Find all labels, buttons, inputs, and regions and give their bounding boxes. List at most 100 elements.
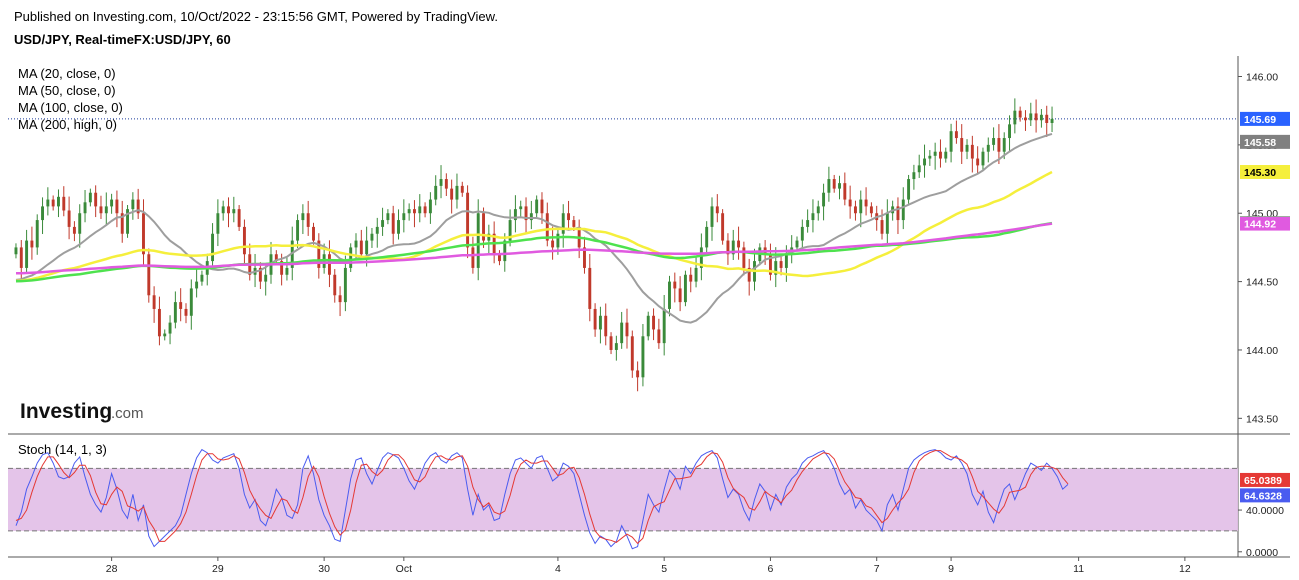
candle-body xyxy=(216,213,220,234)
candle-body xyxy=(976,158,980,166)
candle-body xyxy=(381,220,385,227)
candle-body xyxy=(168,322,172,334)
ma20-tag-bg xyxy=(1240,134,1290,149)
candle-body xyxy=(928,155,932,159)
candle-body xyxy=(184,308,188,316)
candle-body xyxy=(838,183,841,189)
last-price-tag-bg xyxy=(1240,111,1290,126)
candle-body xyxy=(1034,113,1038,121)
candle-body xyxy=(365,240,369,255)
candle-body xyxy=(859,199,863,214)
time-tick-label: Oct xyxy=(396,563,412,575)
candle-body xyxy=(51,199,55,207)
candle-body xyxy=(136,199,140,214)
candle-body xyxy=(333,274,337,296)
candle-body xyxy=(513,209,517,221)
time-tick-label: 30 xyxy=(318,563,330,575)
candle-body xyxy=(843,183,847,200)
candle-body xyxy=(418,206,422,214)
candle-body xyxy=(705,226,709,248)
candle-body xyxy=(503,240,507,262)
stoch-legend: Stoch (14, 1, 3) xyxy=(18,442,107,457)
time-tick-label: 11 xyxy=(1073,563,1084,575)
stoch-k-line xyxy=(15,448,1069,550)
candle-body xyxy=(864,199,868,207)
time-tick-label: 9 xyxy=(948,563,954,575)
candle-body xyxy=(933,151,937,156)
candle-body xyxy=(737,240,741,248)
candle-body xyxy=(508,220,512,241)
candle-body xyxy=(662,308,666,344)
candle-body xyxy=(211,233,215,262)
candle-body xyxy=(689,274,693,282)
candle-body xyxy=(195,281,199,289)
candle-body xyxy=(1018,110,1022,118)
candle-body xyxy=(721,213,725,241)
candle-body xyxy=(242,226,246,255)
candle-body xyxy=(104,206,108,214)
candle-body xyxy=(397,220,400,234)
candle-body xyxy=(35,220,39,248)
candle-body xyxy=(386,213,390,221)
candle-body xyxy=(795,240,799,248)
candle-body xyxy=(604,315,608,337)
legend-ma20: MA (20, close, 0) xyxy=(18,66,116,81)
ma20-tag: 145.58 xyxy=(1244,137,1276,149)
candle-body xyxy=(142,213,145,255)
candle-body xyxy=(412,209,416,214)
candle-body xyxy=(869,206,873,214)
candle-body xyxy=(742,247,746,268)
candle-body xyxy=(476,213,480,268)
candle-body xyxy=(853,206,857,214)
investing-logo: Investing .com xyxy=(20,400,144,423)
candle-body xyxy=(131,199,135,210)
candle-body xyxy=(784,254,788,268)
candle-body xyxy=(800,226,804,241)
stoch-d-tag-bg xyxy=(1240,472,1290,487)
candle-body xyxy=(668,281,671,309)
candle-body xyxy=(992,138,996,145)
price-tags: 145.69145.58145.30144.93144.9265.038964.… xyxy=(1240,111,1290,503)
candle-body xyxy=(880,220,884,234)
stoch-k-tag: 64.6328 xyxy=(1244,490,1282,502)
ma20-line xyxy=(15,132,1053,324)
candle-body xyxy=(540,199,544,214)
candle-body xyxy=(274,254,278,262)
candle-body xyxy=(280,261,284,275)
candle-body xyxy=(482,213,485,241)
candle-body xyxy=(487,233,491,241)
candle-body xyxy=(561,213,565,234)
published-caption: Published on Investing.com, 10/Oct/2022 … xyxy=(14,9,498,24)
time-tick-label: 4 xyxy=(555,563,561,575)
candle-body xyxy=(1008,124,1011,139)
candle-body xyxy=(152,295,156,309)
candle-body xyxy=(439,179,443,186)
candle-body xyxy=(19,247,23,268)
stoch-d-line xyxy=(15,450,1069,545)
candle-body xyxy=(625,322,629,337)
candle-body xyxy=(620,322,624,344)
candle-body xyxy=(896,206,900,221)
candle-body xyxy=(62,196,66,211)
candle-body xyxy=(524,206,528,221)
candle-body xyxy=(986,144,990,152)
moving-averages xyxy=(15,132,1053,324)
time-tick-label: 28 xyxy=(106,563,118,575)
candle-body xyxy=(338,295,342,303)
ma50-tag-bg xyxy=(1240,164,1290,179)
candle-body xyxy=(556,233,560,248)
candle-body xyxy=(598,315,602,330)
candle-body xyxy=(99,206,103,214)
candle-body xyxy=(1039,114,1043,121)
candle-body xyxy=(83,202,87,214)
price-tick-label: 144.50 xyxy=(1246,277,1278,289)
candle-body xyxy=(646,315,650,337)
candle-body xyxy=(460,185,464,193)
candle-body xyxy=(609,336,613,350)
candle-body xyxy=(455,185,459,200)
candle-body xyxy=(343,267,347,303)
legend-ma100: MA (100, close, 0) xyxy=(18,100,123,115)
candle-body xyxy=(173,302,177,323)
ma200-tag-bg xyxy=(1240,216,1290,231)
